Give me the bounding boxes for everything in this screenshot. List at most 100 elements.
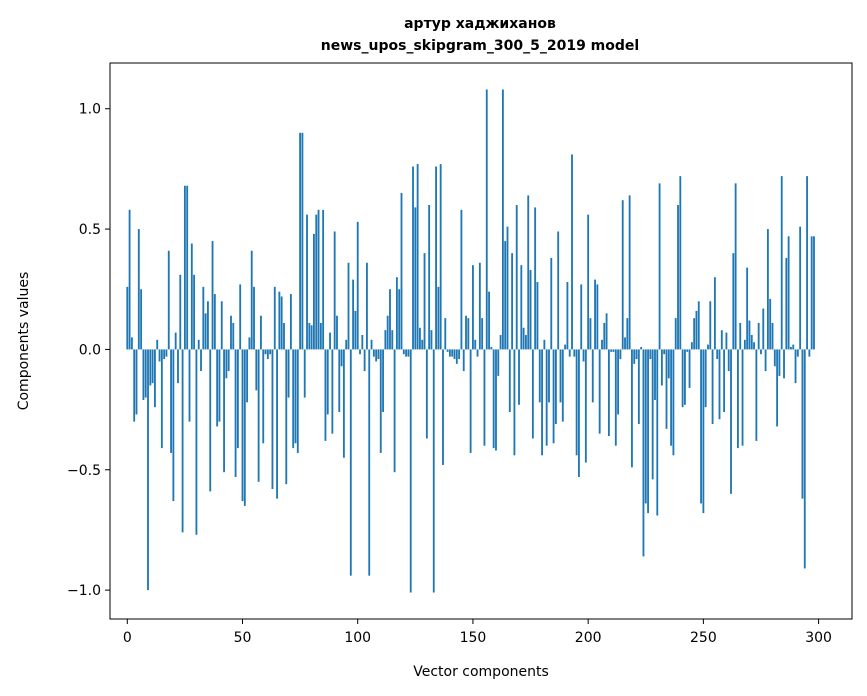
bar-74 [296, 349, 299, 453]
bar-207 [603, 322, 606, 350]
bar-70 [287, 349, 290, 398]
bar-248 [697, 301, 700, 350]
bar-176 [531, 349, 534, 439]
bar-263 [732, 253, 735, 350]
bar-225 [644, 349, 647, 504]
bar-125 [414, 207, 417, 350]
bar-series [126, 89, 815, 593]
bar-41 [220, 301, 223, 350]
bar-0 [126, 286, 129, 350]
bar-136 [439, 164, 442, 350]
y-tick-label: 1.0 [79, 102, 101, 118]
y-axis-ticks: −1.0 −0.5 0.0 0.5 1.0 [67, 102, 110, 599]
bar-191 [566, 282, 569, 350]
bar-116 [393, 349, 396, 473]
bar-259 [723, 349, 726, 412]
bar-88 [329, 332, 331, 350]
bar-184 [550, 257, 553, 350]
bar-87 [326, 349, 329, 415]
bar-32 [200, 349, 202, 372]
bar-34 [204, 313, 207, 350]
bar-66 [278, 291, 281, 350]
bar-52 [246, 349, 249, 403]
bar-15 [160, 349, 163, 449]
bar-57 [257, 349, 260, 482]
bar-26 [186, 185, 189, 350]
bar-232 [660, 349, 663, 386]
bar-132 [430, 330, 433, 350]
bar-168 [513, 349, 516, 456]
bar-241 [681, 349, 684, 408]
bar-124 [412, 166, 414, 350]
bar-183 [548, 349, 550, 403]
bar-209 [607, 349, 610, 437]
bar-215 [621, 200, 624, 350]
bar-17 [165, 349, 168, 357]
bar-153 [478, 262, 481, 350]
bar-190 [564, 344, 567, 350]
bar-105 [368, 349, 371, 576]
bar-185 [552, 349, 555, 444]
bar-13 [156, 339, 159, 350]
bar-221 [635, 349, 638, 360]
bar-167 [511, 253, 514, 350]
bar-242 [684, 349, 686, 405]
bar-55 [253, 286, 255, 350]
bar-170 [518, 349, 520, 405]
bar-239 [677, 205, 679, 350]
chart-title-line-2: news_upos_skipgram_300_5_2019 model [321, 38, 639, 54]
bar-5 [137, 229, 140, 350]
bar-120 [402, 349, 405, 355]
bar-292 [799, 226, 802, 350]
bar-35 [207, 301, 209, 350]
bar-131 [428, 205, 431, 350]
x-axis-ticks: 0 50 100 150 200 250 300 [123, 619, 832, 646]
bar-68 [283, 322, 285, 350]
bar-178 [536, 282, 539, 350]
bar-79 [308, 322, 311, 350]
bar-25 [183, 185, 186, 350]
bar-283 [778, 349, 781, 376]
bar-240 [679, 176, 682, 350]
bar-244 [688, 349, 691, 388]
bar-135 [437, 286, 440, 350]
bar-10 [149, 349, 152, 386]
bar-96 [347, 262, 350, 350]
bar-72 [292, 349, 295, 449]
bar-257 [718, 349, 721, 420]
bar-177 [534, 207, 537, 350]
bar-89 [331, 349, 334, 434]
bar-93 [340, 349, 343, 367]
bar-195 [575, 349, 578, 456]
bar-127 [419, 327, 421, 350]
bar-1 [128, 209, 131, 350]
bar-196 [578, 349, 580, 477]
bar-61 [266, 349, 269, 360]
bar-227 [649, 349, 652, 360]
x-tick-label: 150 [460, 630, 487, 646]
x-tick-label: 50 [234, 630, 252, 646]
y-tick-label: −1.0 [67, 583, 101, 599]
bar-198 [582, 349, 585, 362]
bar-192 [568, 349, 571, 357]
bar-63 [271, 349, 274, 490]
bar-128 [421, 339, 424, 350]
bar-273 [755, 349, 758, 441]
bar-156 [485, 89, 488, 350]
bar-40 [218, 349, 221, 422]
bar-213 [617, 349, 620, 415]
bar-84 [319, 322, 322, 350]
bar-33 [202, 286, 205, 350]
bar-90 [333, 231, 336, 350]
x-tick-label: 300 [805, 630, 832, 646]
bar-45 [230, 315, 232, 350]
bar-151 [474, 339, 477, 350]
bar-161 [497, 349, 500, 376]
y-tick-label: 0.5 [79, 222, 101, 238]
bar-65 [276, 349, 278, 499]
bar-27 [188, 349, 191, 422]
bar-252 [707, 344, 709, 350]
bar-229 [654, 349, 656, 400]
bar-186 [554, 349, 557, 425]
